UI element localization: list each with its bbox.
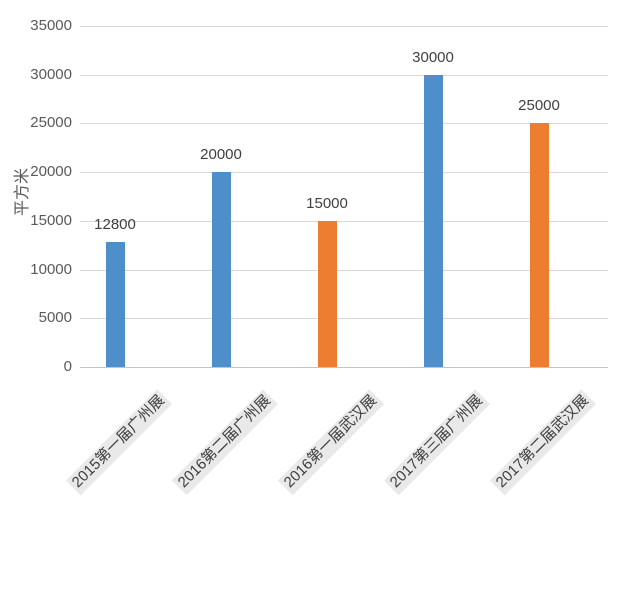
x-tick-label: 2016第二届广州展 [171, 389, 278, 496]
bar-value-label: 25000 [518, 97, 560, 115]
y-tick-label: 5000 [38, 309, 72, 327]
x-tick-label: 2017第三届广州展 [383, 389, 490, 496]
y-tick-label: 10000 [30, 260, 72, 278]
gridline [80, 220, 608, 222]
y-tick-label: 25000 [30, 114, 72, 132]
bar [105, 242, 125, 367]
gridline [80, 318, 608, 320]
bar-value-label: 15000 [306, 194, 348, 212]
y-tick-label: 15000 [30, 211, 72, 229]
bar [317, 220, 337, 367]
bar [423, 74, 443, 367]
gridline [80, 123, 608, 125]
bar-value-label: 30000 [412, 48, 454, 66]
bar-value-label: 12800 [94, 216, 136, 234]
x-tick-label: 2017第二届武汉展 [489, 389, 596, 496]
gridline [80, 26, 608, 27]
gridline [80, 269, 608, 271]
y-tick-label: 35000 [30, 17, 72, 34]
y-tick-label: 20000 [30, 163, 72, 181]
y-tick-label: 30000 [30, 65, 72, 83]
gridline [80, 367, 608, 368]
gridline [80, 172, 608, 174]
gridline [80, 74, 608, 76]
bar-value-label: 20000 [200, 146, 242, 164]
y-tick-label: 0 [63, 358, 72, 375]
bar [211, 172, 231, 367]
bar [529, 123, 549, 367]
x-tick-label: 2016第一届武汉展 [277, 389, 384, 496]
x-tick-label: 2015第一届广州展 [65, 389, 172, 496]
